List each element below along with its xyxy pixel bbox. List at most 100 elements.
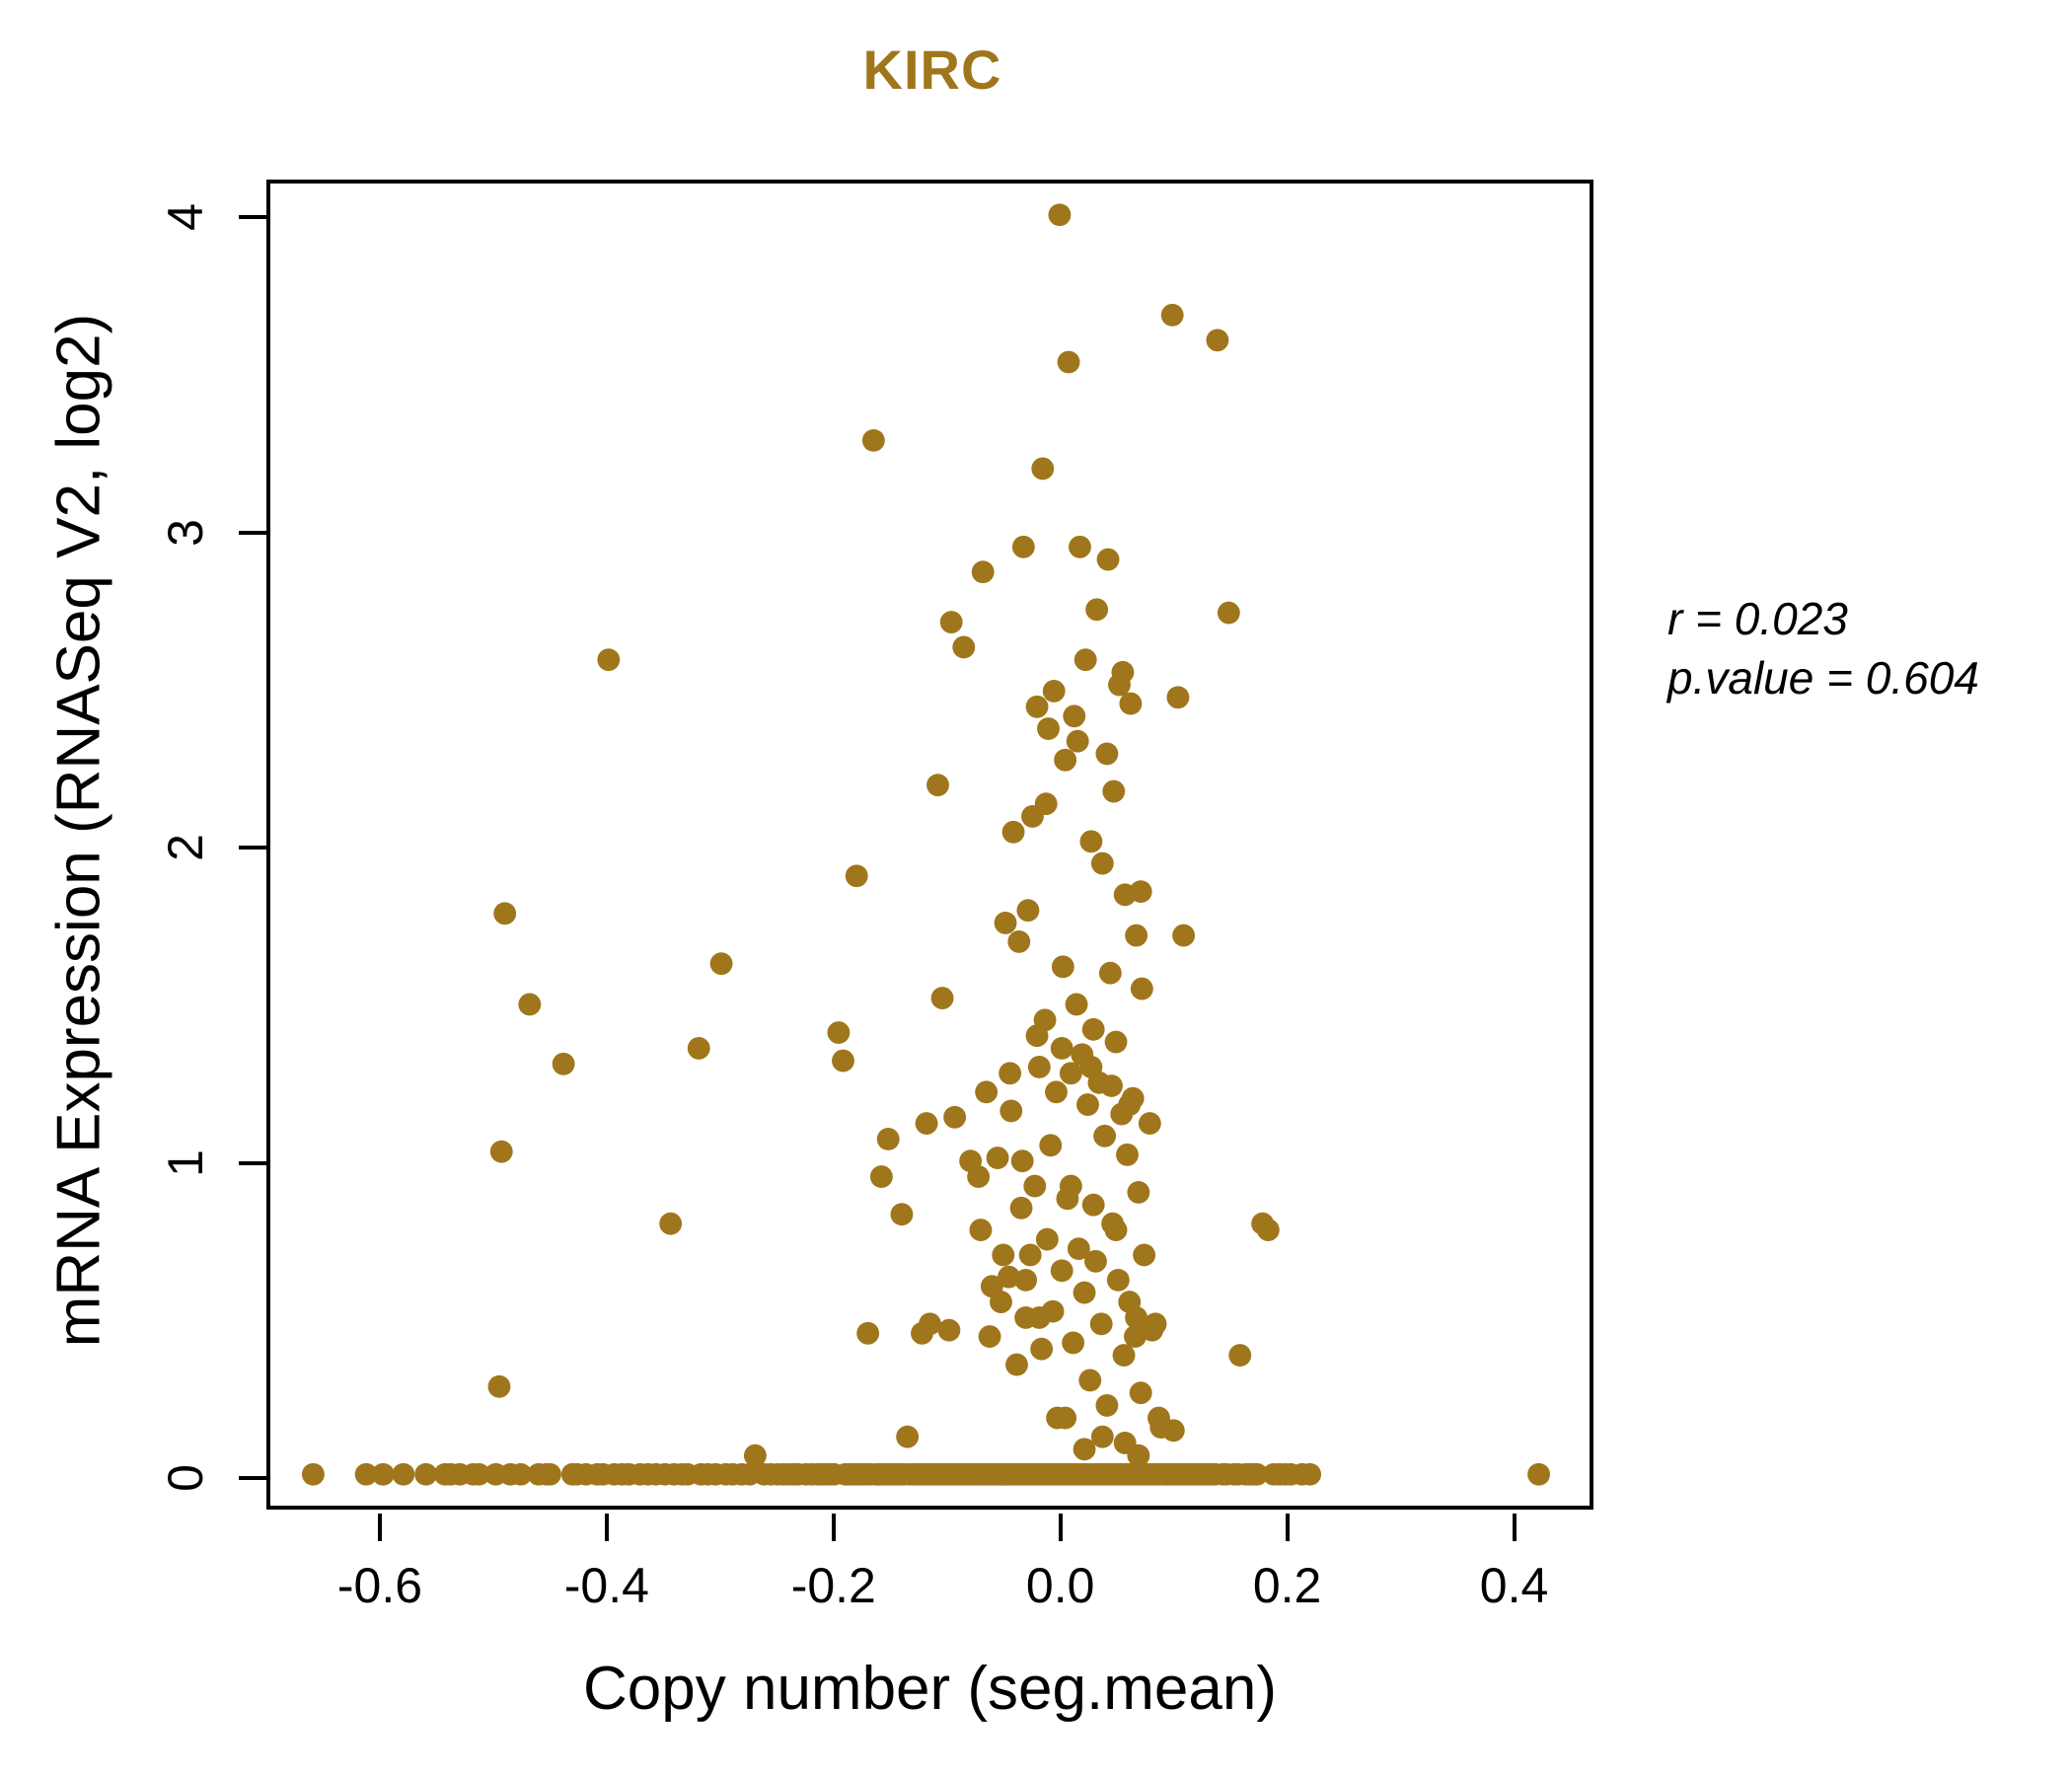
data-point [845,864,868,888]
data-point [743,1443,767,1467]
data-point [565,1462,589,1486]
data-point [1069,535,1091,558]
x-axis-title: Copy number (seg.mean) [583,1655,1277,1723]
data-point [1130,977,1153,1000]
y-tick-mark [239,530,266,535]
data-point [1242,1462,1265,1486]
data-point [1160,303,1184,327]
data-point [1090,1425,1114,1448]
data-point [1093,1124,1117,1147]
data-point [832,1049,854,1073]
data-point [1102,779,1126,803]
y-tick-label: 4 [158,203,213,232]
data-point [986,1147,1009,1169]
x-tick-mark [604,1514,609,1541]
stats-annotation: r = 0.023 p.value = 0.604 [1667,590,1979,708]
data-point [301,1462,325,1486]
data-point [1062,1331,1085,1355]
data-point [1125,924,1148,947]
data-point [509,1462,533,1486]
data-point [1116,1143,1139,1166]
data-point [1100,1074,1123,1097]
y-tick-label: 2 [158,834,213,862]
data-point [1048,203,1072,227]
data-point [943,1105,967,1129]
data-point [1228,1344,1252,1368]
data-point [1298,1462,1322,1486]
data-point [1031,457,1055,481]
data-point [1037,717,1060,740]
data-point [975,1080,999,1104]
data-point [1119,692,1143,715]
data-point [1206,329,1229,352]
data-point [1129,880,1152,904]
data-point [937,1318,961,1342]
data-point [1079,830,1103,853]
data-point [392,1462,415,1486]
data-point [1001,820,1025,844]
data-point [1104,1219,1128,1241]
data-point [998,1265,1020,1289]
data-point [969,1219,993,1241]
data-point [1125,1306,1148,1329]
y-tick-mark [239,846,266,851]
data-point [1111,660,1135,684]
data-point [1051,955,1074,979]
data-point [1095,1393,1119,1417]
data-point [659,1212,683,1235]
data-point [890,1203,914,1226]
data-point [1124,1325,1147,1348]
data-point [1034,792,1058,816]
data-point [1098,961,1122,985]
data-point [992,1243,1015,1267]
data-point [1089,1312,1113,1336]
data-point [489,1140,513,1163]
data-point [1078,1369,1102,1392]
x-tick-label: -0.4 [563,1558,649,1613]
data-point [1050,1259,1073,1283]
data-point [1079,1056,1103,1078]
data-point [1011,535,1035,558]
data-point [1014,1268,1038,1292]
data-point [1065,993,1088,1016]
data-point [1081,1193,1105,1217]
data-point [827,1021,851,1044]
data-point [1073,648,1097,672]
data-point [781,1462,805,1486]
data-point [994,911,1017,934]
data-point [990,1291,1012,1314]
x-tick-label: -0.6 [336,1558,423,1613]
x-tick-mark [1512,1514,1517,1541]
data-point [552,1052,575,1075]
data-point [1025,695,1049,718]
data-point [1104,1030,1128,1054]
x-tick-label: -0.2 [790,1558,876,1613]
data-point [1018,1243,1042,1267]
data-point [1057,350,1080,374]
data-point [493,902,517,925]
y-axis-title: mRNA Expression (RNASeq V2, log2) [44,313,113,1348]
data-point [1141,1318,1164,1342]
data-point [1067,1237,1090,1261]
data-point [1054,1406,1077,1430]
data-point [995,1462,1018,1486]
data-point [930,987,954,1010]
data-point [999,1099,1023,1123]
data-point [487,1374,511,1398]
data-point [1010,1149,1034,1173]
data-point [1118,1093,1142,1116]
x-tick-label: 0.4 [1479,1558,1549,1613]
x-tick-mark [377,1514,382,1541]
data-point [738,1462,762,1486]
data-point [1030,1337,1054,1361]
data-point [1138,1112,1161,1136]
data-point [919,1312,941,1336]
data-point [1096,548,1120,571]
data-point [1027,1056,1051,1078]
data-point [1009,1196,1033,1220]
data-point [611,1462,633,1486]
x-tick-mark [831,1514,836,1541]
data-point [1133,1243,1156,1267]
data-point [1045,1080,1068,1104]
